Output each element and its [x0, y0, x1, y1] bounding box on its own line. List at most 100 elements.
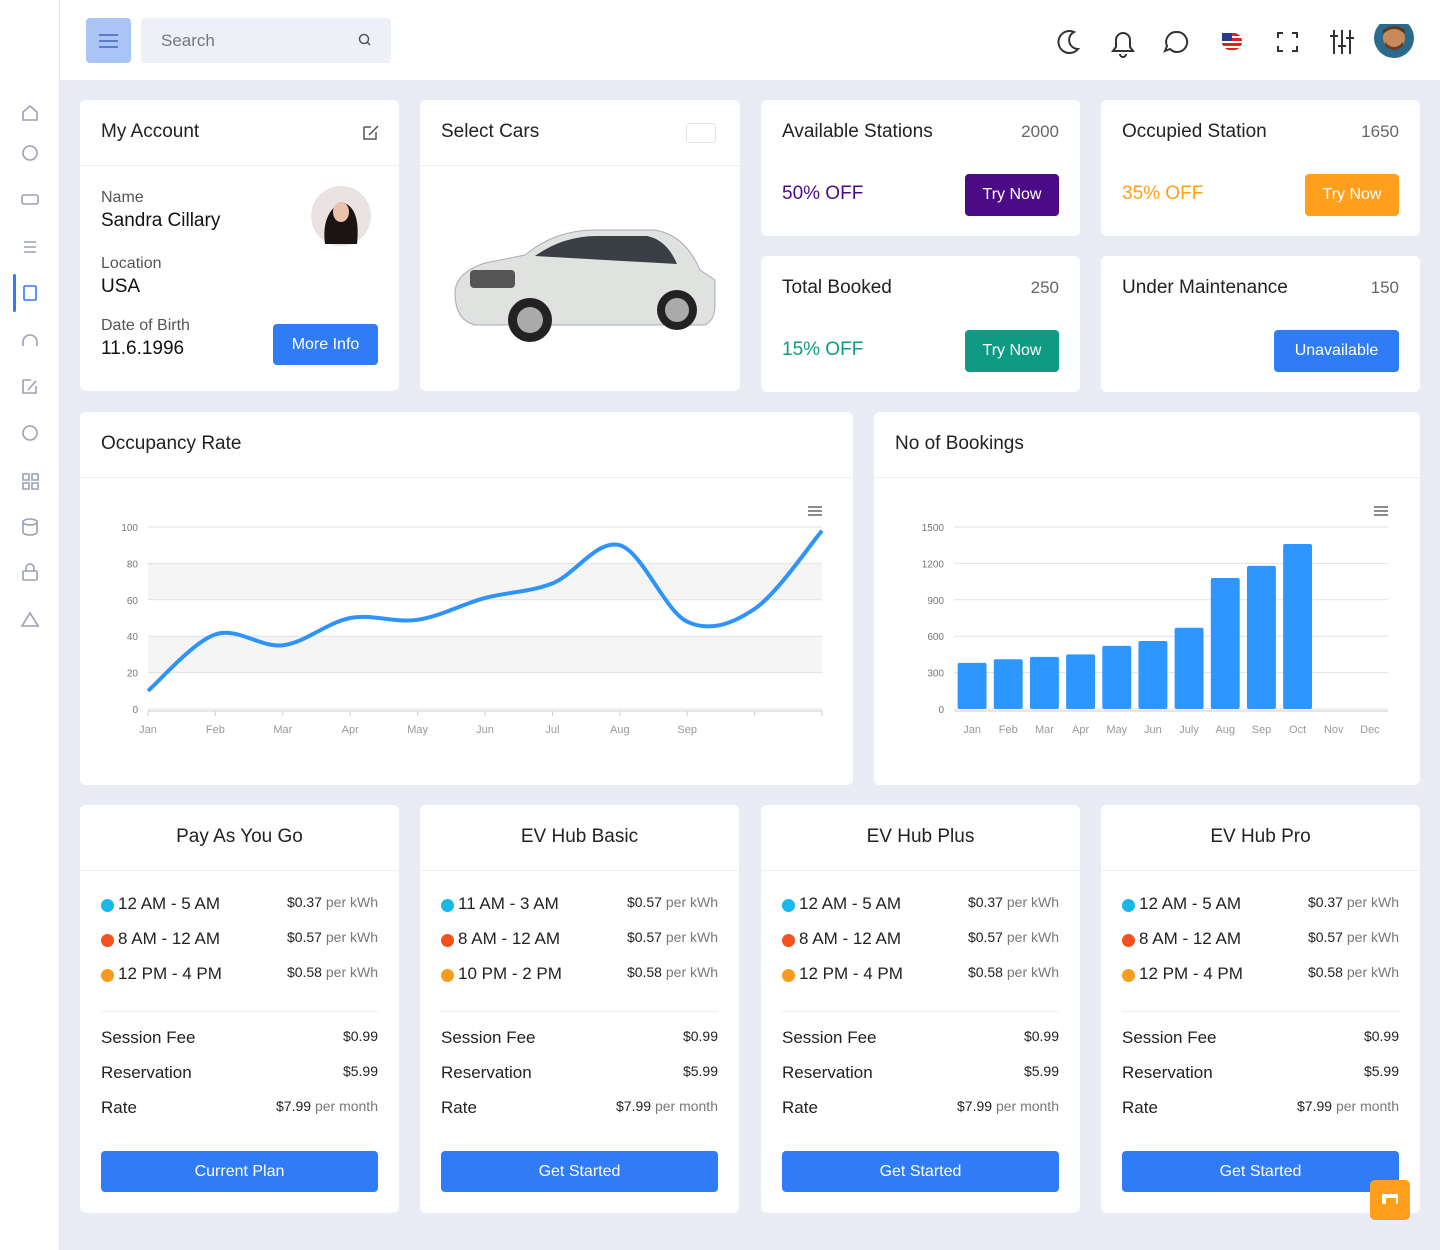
- fee-label: Reservation: [101, 1063, 192, 1082]
- fee-value: $7.99: [616, 1098, 652, 1114]
- x-tick-label: May: [407, 724, 428, 736]
- edit-icon[interactable]: [362, 123, 380, 141]
- x-tick-label: July: [1179, 724, 1199, 736]
- divider: [101, 1011, 378, 1012]
- fee-label: Session Fee: [782, 1028, 877, 1047]
- flag-icon[interactable]: [1222, 33, 1242, 50]
- chat-icon[interactable]: [1163, 30, 1189, 53]
- plan-button[interactable]: Get Started: [782, 1151, 1059, 1192]
- edit-glyph: [363, 125, 379, 140]
- x-tick-label: Jun: [476, 724, 494, 736]
- divider: [1122, 1011, 1399, 1012]
- more-info-button[interactable]: More Info: [273, 324, 378, 365]
- slot-price: $0.37: [286, 894, 322, 910]
- fee-label: Session Fee: [1122, 1028, 1217, 1047]
- fee-value-row: $5.99: [683, 1063, 718, 1079]
- fee-value: $5.99: [1363, 1063, 1399, 1079]
- stat-card: Available Stations 2000 50% OFF Try Now: [761, 100, 1080, 236]
- chart-menu: [1374, 506, 1388, 516]
- plan-button[interactable]: Get Started: [441, 1151, 718, 1192]
- stat-offer: 15% OFF: [782, 339, 864, 360]
- chat-fab[interactable]: [1370, 1180, 1410, 1220]
- user-avatar[interactable]: [1374, 24, 1414, 58]
- menu-button[interactable]: [86, 18, 131, 63]
- search-icon: [358, 33, 371, 46]
- list-icon[interactable]: [24, 241, 36, 253]
- support-icon[interactable]: [22, 334, 38, 346]
- slot-unit: per kWh: [1006, 964, 1059, 980]
- plan-button[interactable]: Current Plan: [101, 1151, 378, 1192]
- slot-time: 11 AM - 3 AM: [458, 894, 559, 913]
- slot-price: $0.58: [1307, 964, 1343, 980]
- photo-hair: [324, 202, 358, 244]
- menu-icon: [99, 34, 118, 48]
- alert-icon[interactable]: [20, 611, 40, 627]
- divider: [782, 1011, 1059, 1012]
- slot-time: 12 AM - 5 AM: [799, 894, 902, 913]
- divider: [761, 870, 1080, 871]
- slot-price-row: $0.37 per kWh: [287, 894, 378, 910]
- divider: [441, 1011, 718, 1012]
- book-icon[interactable]: [23, 285, 37, 301]
- slot-price: $0.37: [967, 894, 1003, 910]
- line-series: [146, 529, 824, 693]
- bar: [1246, 565, 1276, 709]
- fee-label: Reservation: [782, 1063, 873, 1082]
- slot-price: $0.57: [626, 929, 662, 945]
- plan-button[interactable]: Get Started: [1122, 1151, 1399, 1192]
- x-tick-label: Dec: [1360, 724, 1380, 736]
- car-dropdown[interactable]: [686, 123, 716, 143]
- stat-button[interactable]: Try Now: [1305, 174, 1399, 216]
- lock-icon[interactable]: [22, 570, 38, 581]
- x-tick-label: Oct: [1289, 724, 1306, 736]
- slot-time: 8 AM - 12 AM: [118, 929, 221, 948]
- divider: [420, 165, 740, 166]
- edit-icon[interactable]: [22, 379, 37, 394]
- field-value: Sandra Cillary: [101, 210, 221, 231]
- fee-unit: per month: [995, 1098, 1059, 1114]
- slot-time: 12 PM - 4 PM: [799, 964, 903, 983]
- database-icon[interactable]: [22, 518, 38, 526]
- y-tick-label: 40: [127, 632, 139, 643]
- fullscreen-icon[interactable]: [1277, 32, 1298, 52]
- x-tick-label: Sep: [677, 724, 697, 736]
- stat-value: 250: [1030, 278, 1059, 297]
- plan-name: EV Hub Pro: [1210, 826, 1311, 847]
- x-tick-label: Jan: [139, 724, 157, 736]
- fee-label: Session Fee: [101, 1028, 196, 1047]
- home-icon[interactable]: [22, 104, 38, 121]
- fee-value: $7.99: [1297, 1098, 1333, 1114]
- apps-icon[interactable]: [22, 473, 39, 490]
- card-title: Select Cars: [441, 121, 540, 142]
- fee-value: $0.99: [342, 1028, 378, 1044]
- stat-button[interactable]: Try Now: [965, 330, 1059, 372]
- notification-icon[interactable]: [1111, 32, 1135, 58]
- stat-value: 2000: [1021, 122, 1059, 141]
- profile-photo: [311, 186, 371, 246]
- search-box[interactable]: Search: [141, 18, 391, 63]
- slot-unit: per kWh: [1006, 929, 1059, 945]
- stat-button[interactable]: Try Now: [965, 174, 1059, 216]
- field-value: 11.6.1996: [101, 338, 185, 359]
- y-tick-label: 0: [132, 705, 138, 716]
- sidebar: [0, 0, 60, 1250]
- field-label: Name: [101, 189, 144, 206]
- divider: [80, 870, 399, 871]
- slot-price-row: $0.58 per kWh: [627, 964, 718, 980]
- fee-value-row: $0.99: [1364, 1028, 1399, 1044]
- slot-dot: [1122, 934, 1135, 947]
- chart-icon[interactable]: [22, 425, 38, 441]
- y-tick-label: 300: [927, 669, 944, 680]
- slot-time: 12 AM - 5 AM: [118, 894, 221, 913]
- settings-icon[interactable]: [1330, 30, 1354, 54]
- charging-icon[interactable]: [21, 194, 39, 205]
- fee-value-row: $5.99: [1024, 1063, 1059, 1079]
- slot-unit: per kWh: [1346, 894, 1399, 910]
- plan-name: EV Hub Plus: [866, 826, 975, 847]
- theme-icon[interactable]: [1057, 30, 1081, 54]
- header: Search: [0, 0, 1440, 80]
- info-icon[interactable]: [22, 145, 38, 161]
- x-tick-label: Aug: [610, 724, 630, 736]
- stat-button[interactable]: Unavailable: [1274, 330, 1399, 372]
